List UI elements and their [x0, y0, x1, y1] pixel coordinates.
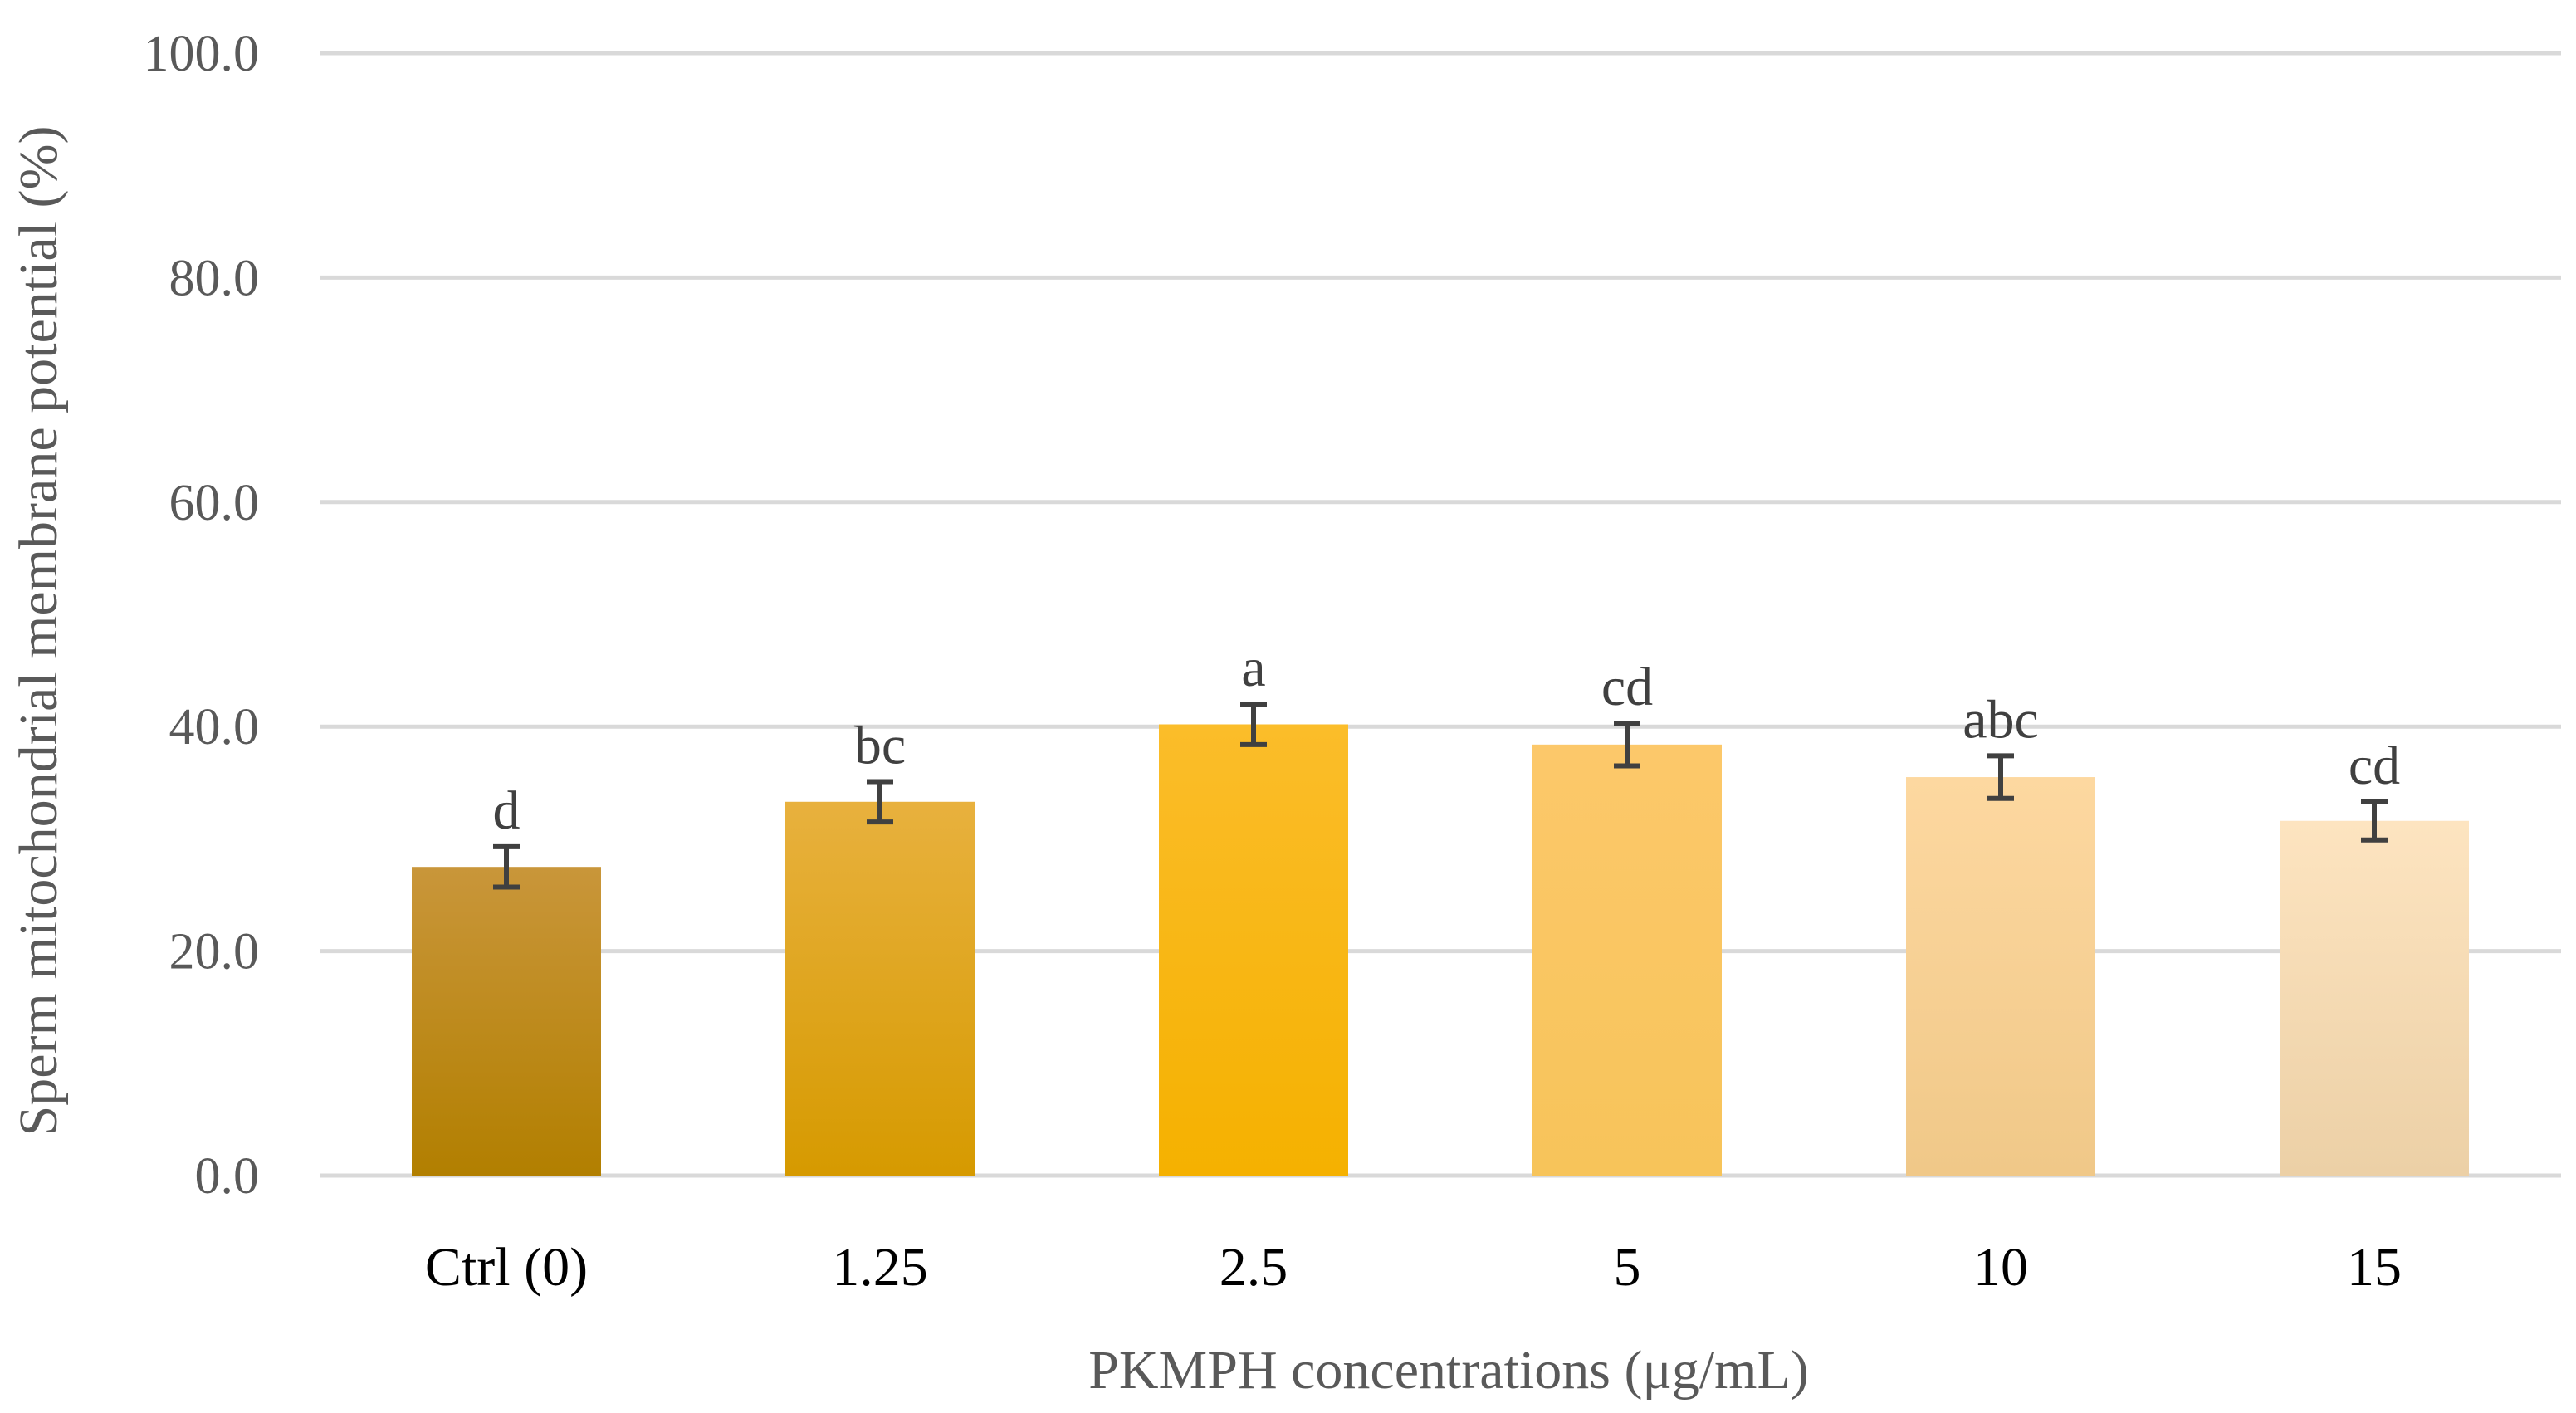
gridlines [320, 51, 2561, 1178]
bar [2280, 820, 2469, 1176]
error-bar [1987, 753, 2014, 801]
significance-letter: bc [854, 715, 906, 775]
y-tick-label: 60.0 [169, 475, 260, 531]
significance-letter: cd [1601, 657, 1653, 717]
y-tick-label: 0.0 [195, 1148, 260, 1205]
bar [1159, 724, 1348, 1176]
x-tick-label: 15 [2347, 1237, 2402, 1298]
y-tick-label: 80.0 [169, 250, 260, 306]
bar [1906, 777, 2095, 1176]
error-bar [2361, 799, 2388, 843]
significance-letter: a [1241, 638, 1265, 698]
x-tick-label: 2.5 [1220, 1237, 1288, 1298]
bar [785, 801, 975, 1176]
x-tick-label: 1.25 [832, 1237, 928, 1298]
x-tick-label: Ctrl (0) [425, 1237, 588, 1298]
error-bar [1614, 721, 1640, 769]
x-tick-label: 5 [1614, 1237, 1641, 1298]
significance-letter: d [493, 780, 521, 841]
error-bars [493, 702, 2388, 890]
bars [412, 724, 2469, 1176]
bar [412, 867, 601, 1176]
error-bar [1240, 702, 1267, 747]
significance-letters: d bc a cd abc cd [493, 638, 2401, 841]
y-tick-label: 40.0 [169, 699, 260, 755]
y-axis-title: Sperm mitochondrial membrane potential (… [8, 126, 69, 1137]
x-tick-label: 10 [1973, 1237, 2028, 1298]
x-axis-title: PKMPH concentrations (μg/mL) [1088, 1340, 1809, 1401]
significance-letter: abc [1963, 689, 2039, 750]
y-tick-label: 20.0 [169, 924, 260, 980]
significance-letter: cd [2349, 736, 2400, 796]
error-bar [867, 779, 893, 825]
y-axis-ticks: 0.0 20.0 40.0 60.0 80.0 100.0 [144, 26, 260, 1205]
y-tick-label: 100.0 [144, 26, 260, 82]
bar [1532, 744, 1722, 1176]
x-axis-ticks: Ctrl (0) 1.25 2.5 5 10 15 [425, 1237, 2402, 1298]
error-bar [493, 843, 520, 890]
